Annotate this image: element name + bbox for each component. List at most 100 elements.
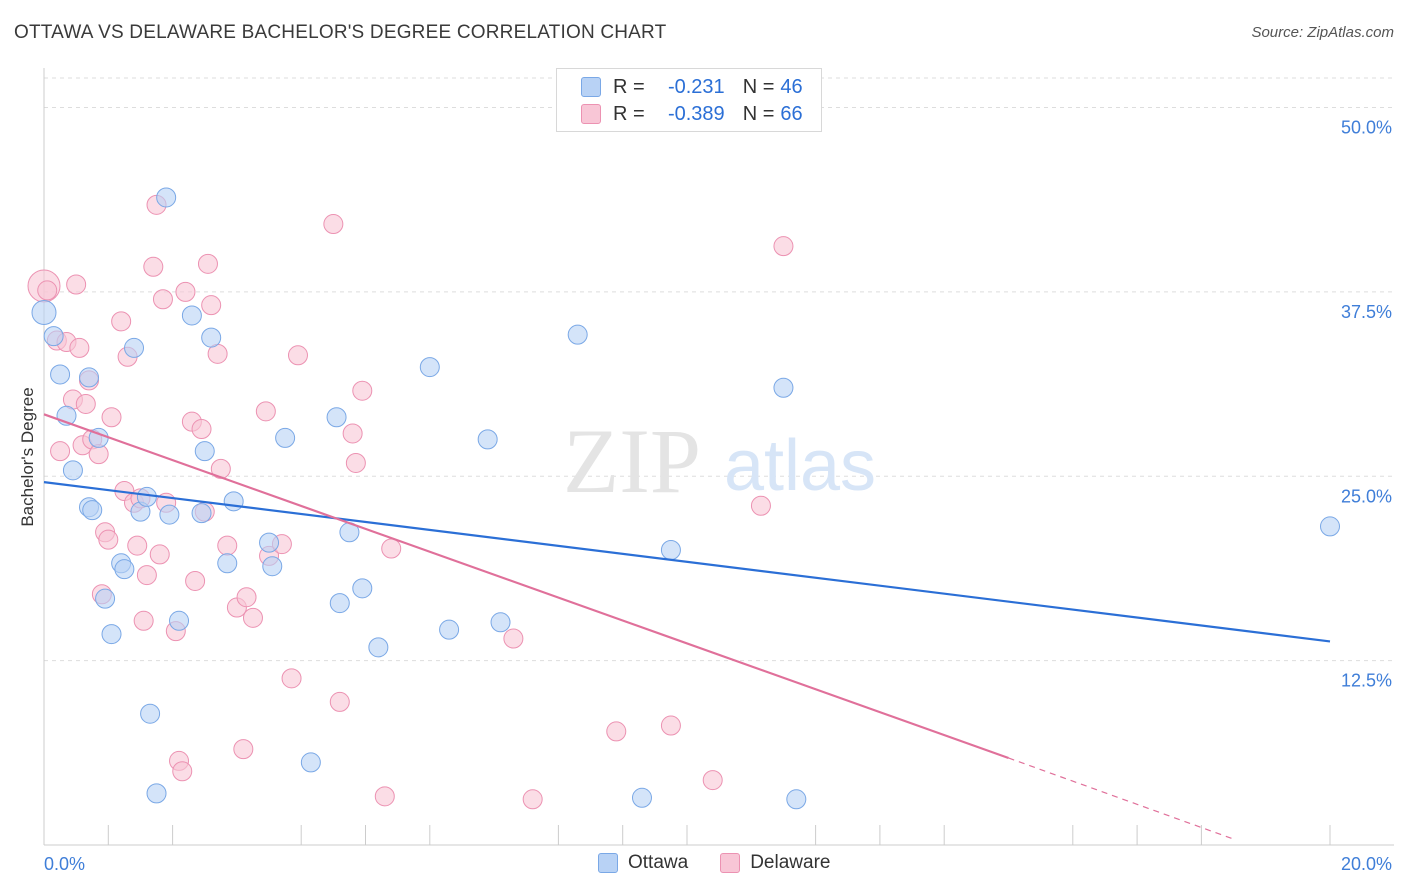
y-tick-label: 50.0% [1341,118,1392,138]
delaware-point [143,256,164,277]
legend-item-delaware[interactable]: Delaware [720,852,830,874]
ottawa-legend-swatch [598,853,618,873]
ottawa-point [62,460,83,481]
delaware-point [127,535,148,556]
ottawa-point [300,752,321,773]
delaware-point [50,441,71,462]
delaware-point [323,214,344,235]
delaware-point [281,668,302,689]
delaware-point [242,607,263,628]
delaware-point [236,587,257,608]
delaware-swatch [581,104,601,124]
delaware-point [329,691,350,712]
delaware-legend-label: Delaware [750,852,831,873]
ottawa-point [419,357,440,378]
delaware-point [233,739,254,760]
n-label: N = [742,75,775,98]
delaware-point [345,452,366,473]
r-label: R = [613,75,645,98]
delaware-point [69,337,90,358]
y-tick-label: 25.0% [1341,486,1392,506]
x-tick-label-min: 0.0% [44,854,85,874]
ottawa-point [201,327,222,348]
delaware-point [342,423,363,444]
delaware-point [374,786,395,807]
ottawa-point [181,305,202,326]
ottawa-point [191,503,212,524]
ottawa-point [631,787,652,808]
delaware-trend-extension [1008,757,1234,840]
delaware-point [149,544,170,565]
legend-row-ottawa: R = -0.231 N = 46 [581,75,803,99]
ottawa-point [156,187,177,208]
ottawa-point [660,540,681,560]
ottawa-point [31,300,57,326]
ottawa-point [217,553,238,574]
delaware-point [75,393,96,414]
ottawa-swatch [581,77,601,97]
ottawa-point [50,364,71,385]
y-tick-label: 37.5% [1341,302,1392,322]
legend-item-ottawa[interactable]: Ottawa [598,852,688,874]
delaware-n-value: 66 [780,102,803,125]
ottawa-point [1320,516,1340,537]
delaware-point [287,345,308,366]
ottawa-point [259,532,280,553]
ottawa-point [140,703,161,724]
delaware-point [133,610,154,631]
ottawa-point [194,441,215,462]
ottawa-point [477,429,498,450]
delaware-point [217,535,238,556]
source-label: Source: ZipAtlas.com [1251,24,1394,41]
delaware-point [352,380,373,401]
delaware-point [101,407,122,428]
x-tick-label-max: 20.0% [1341,854,1392,874]
delaware-point [185,570,206,591]
delaware-point [111,311,132,332]
ottawa-point [114,559,135,580]
delaware-point [255,401,276,422]
ottawa-point [490,612,511,633]
legend-row-delaware: R = -0.389 N = 66 [581,102,803,126]
ottawa-n-value: 46 [780,75,803,98]
delaware-point [191,419,212,440]
delaware-point [66,274,87,295]
ottawa-point [275,427,296,448]
ottawa-point [567,324,588,345]
series-legend: Ottawa Delaware [598,852,862,874]
watermark: ZIP atlas [563,410,876,512]
watermark-atlas: atlas [724,426,876,506]
ottawa-point [329,593,350,614]
ottawa-point [79,367,100,388]
ottawa-point [786,789,807,810]
gridlines [44,77,1394,662]
ottawa-point [368,637,389,658]
n-label: N = [742,102,775,125]
ottawa-point [136,486,157,507]
ottawa-point [223,491,244,512]
y-tick-label: 12.5% [1341,671,1392,691]
ottawa-point [159,504,180,525]
ottawa-point [101,624,122,645]
delaware-point [660,715,681,736]
ottawa-points [31,187,1340,810]
ottawa-point [43,326,64,347]
ottawa-point [124,337,145,358]
delaware-point [175,281,196,302]
delaware-point [172,761,193,782]
watermark-zip: ZIP [563,410,701,512]
tick-labels: 12.5% 25.0% 37.5% 50.0% 0.0% 20.0% [44,118,1392,875]
ottawa-point [82,500,103,521]
stats-legend: R = -0.231 N = 46 R = -0.389 N = 66 [556,68,822,132]
y-axis-label: Bachelor's Degree [18,387,37,527]
ottawa-r-value: -0.231 [667,75,725,98]
delaware-trend-line [43,413,1009,760]
ottawa-legend-label: Ottawa [628,852,689,873]
ottawa-point [352,578,373,599]
delaware-r-value: -0.389 [667,102,725,125]
delaware-point [98,529,119,550]
delaware-point [197,253,218,274]
delaware-points [27,194,794,810]
r-label: R = [613,102,645,125]
